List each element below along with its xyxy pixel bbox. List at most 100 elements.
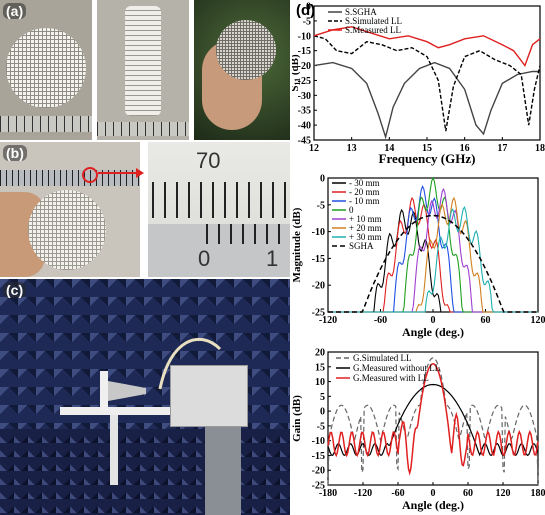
series-line <box>313 26 541 68</box>
scale-ticks-bottom <box>206 224 286 244</box>
legend-entry: + 10 mm <box>349 214 382 224</box>
y-tick-label: -25 <box>312 481 325 492</box>
series-line <box>327 357 539 486</box>
y-tick-label: 0 <box>320 174 325 185</box>
y-axis-label: Magnitude (dB) <box>292 207 303 282</box>
y-tick-label: -30 <box>298 91 311 102</box>
x-tick-label: 14 <box>384 143 394 154</box>
series-line <box>328 214 538 313</box>
legend-entry: - 30 mm <box>349 178 380 188</box>
y-axis-label: S11 (dB) <box>292 54 302 92</box>
x-tick-label: 0 <box>431 488 436 499</box>
legend-entry: 0 <box>349 205 354 215</box>
scale-ticks-top <box>152 182 286 218</box>
y-tick-label: -10 <box>312 227 325 238</box>
zoom-one: 1 <box>266 246 279 271</box>
y-tick-label: -15 <box>312 254 325 265</box>
y-tick-label: -5 <box>303 16 311 27</box>
horn-antenna <box>108 381 146 401</box>
y-tick-label: -40 <box>298 121 311 132</box>
foam-stand <box>60 407 170 415</box>
legend-entry: S.Measured LL <box>345 25 401 35</box>
photo-lens-top-view <box>0 0 92 140</box>
y-tick-label: -20 <box>312 466 325 477</box>
legend-entry: S.Simulated LL <box>345 16 402 26</box>
chart-gain: -180 -120 -60 0 60 120 180 20 15 10 5 0 -5 -10 -15 -20 -… <box>292 348 545 513</box>
absorber-floor <box>0 429 290 515</box>
legend-entry: G.Measured with LL <box>353 373 429 383</box>
x-tick-label: 0 <box>431 315 436 326</box>
y-tick-label: -25 <box>312 308 325 319</box>
foam-stand-post <box>110 415 118 485</box>
panel-c: (c) <box>0 279 290 515</box>
y-axis-label: Gain (dB) <box>292 395 303 442</box>
legend-entry: SGHA <box>349 241 374 251</box>
y-tick-label: 0 <box>320 407 325 418</box>
legend-entry: - 10 mm <box>349 196 380 206</box>
x-tick-label: 120 <box>496 488 511 499</box>
x-axis-label: Angle (deg.) <box>402 498 464 512</box>
zoom-zero: 0 <box>198 246 211 271</box>
panel-label-b: (b) <box>3 145 27 161</box>
x-tick-label: 12 <box>309 143 319 154</box>
zoom-reading: 70 <box>196 148 221 173</box>
chart-beam-scanning: -120 -60 0 60 120 0 -5 -10 -15 -20 -25 - 30 mm- 20 … <box>292 174 545 340</box>
y-tick-label: -35 <box>298 106 311 117</box>
y-tick-label: -15 <box>312 451 325 462</box>
legend-entry: + 20 mm <box>349 223 382 233</box>
zoom-arrow <box>98 168 144 178</box>
x-axis-label: Angle (deg.) <box>402 325 464 339</box>
x-tick-label: -180 <box>319 488 337 499</box>
zoom-marker-circle <box>82 167 98 183</box>
legend-entry: G.Simulated LL <box>353 353 412 363</box>
panel-label-a: (a) <box>3 3 27 19</box>
series-line <box>327 383 539 457</box>
x-tick-label: -60 <box>391 488 404 499</box>
panel-label-d: (d) <box>296 2 316 19</box>
x-tick-label: 60 <box>463 488 473 499</box>
series-line <box>313 35 541 132</box>
x-axis-label: Frequency (GHz) <box>379 151 476 166</box>
y-tick-label: 5 <box>320 392 325 403</box>
y-tick-label: -10 <box>298 31 311 42</box>
lens-on-stand <box>100 371 108 411</box>
rf-cable <box>158 338 222 390</box>
y-tick-label: -5 <box>317 200 325 211</box>
lens-disc <box>216 20 276 80</box>
series-line <box>328 205 538 313</box>
legend-entry: + 30 mm <box>349 232 382 242</box>
x-tick-label: -120 <box>319 315 337 326</box>
photo-caliper-zoom: 70 0 1 <box>148 142 290 277</box>
positioner-pillar <box>205 427 241 515</box>
panel-a: (a) <box>0 0 290 140</box>
photo-lens-in-hand <box>194 0 290 140</box>
x-tick-label: -120 <box>354 488 372 499</box>
legend-entry: S.SGHA <box>345 7 377 17</box>
y-tick-label: -5 <box>317 421 325 432</box>
x-tick-label: 120 <box>531 315 545 326</box>
x-tick-label: 13 <box>347 143 357 154</box>
y-tick-label: 10 <box>315 377 325 388</box>
x-tick-label: 16 <box>460 143 470 154</box>
y-tick-label: -20 <box>312 281 325 292</box>
x-tick-label: -60 <box>374 315 387 326</box>
lens-disc <box>28 190 106 270</box>
x-tick-label: 60 <box>481 315 491 326</box>
ruler <box>0 116 92 132</box>
y-tick-label: 20 <box>315 348 325 359</box>
panel-b: 70 0 1 (b) <box>0 142 290 277</box>
y-tick-label: 0 <box>306 2 311 13</box>
ruler <box>97 122 189 136</box>
y-tick-label: -25 <box>298 76 311 87</box>
y-tick-label: -15 <box>298 46 311 57</box>
y-tick-label: -10 <box>312 436 325 447</box>
legend-entry: G.Measured without LL <box>353 363 440 373</box>
series-line <box>327 363 539 476</box>
lens-side <box>125 6 161 116</box>
x-tick-label: 17 <box>497 143 507 154</box>
x-tick-label: 180 <box>531 488 545 499</box>
x-tick-label: 18 <box>535 143 545 154</box>
panel-label-c: (c) <box>3 282 27 298</box>
photo-caliper <box>0 142 140 277</box>
photo-lens-side-view <box>97 0 189 140</box>
